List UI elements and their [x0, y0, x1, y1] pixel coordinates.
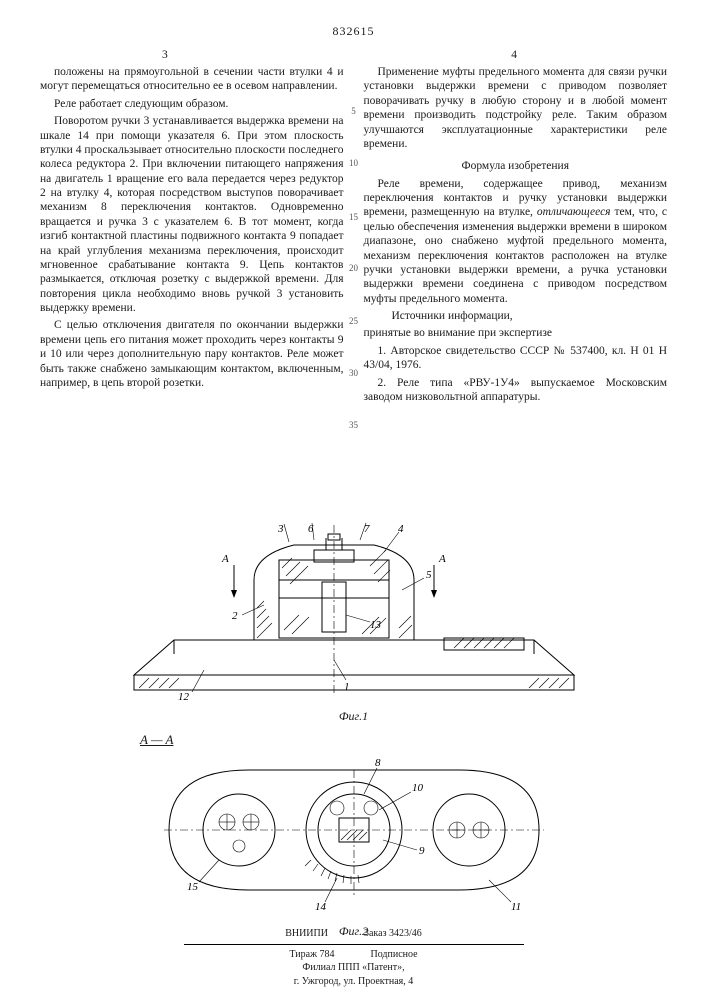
- source-item: 1. Авторское свидетельство СССР № 537400…: [364, 344, 668, 373]
- publisher-filial: Филиал ППП «Патент»,: [0, 961, 707, 975]
- divider: [184, 944, 524, 945]
- callout: 9: [419, 845, 425, 857]
- document-number: 832615: [0, 24, 707, 39]
- figures-block: A A 3 6 7 4 2 5 13 1 12 Фиг.1 A — A: [40, 520, 667, 939]
- sources-heading: Источники информации,: [364, 309, 668, 323]
- paragraph: Применение муфты предельного момента для…: [364, 65, 668, 151]
- page-number-right: 4: [511, 48, 517, 62]
- publisher-address: г. Ужгород, ул. Проектная, 4: [0, 975, 707, 989]
- claim-text: тем, что, с целью обеспечения изменения …: [364, 206, 668, 304]
- source-item: 2. Реле типа «РВУ-1У4» выпускаемое Моско…: [364, 376, 668, 405]
- paragraph: С целью отключения двигателя по окончани…: [40, 318, 344, 390]
- callout: 4: [398, 523, 404, 535]
- figure-2: 8 10 9 11 14 15: [139, 750, 569, 920]
- callout: 10: [412, 782, 424, 794]
- paragraph: Реле работает следующим образом.: [40, 97, 344, 111]
- callout: 13: [370, 619, 382, 631]
- publisher-signed: Подписное: [370, 948, 417, 962]
- callout: 8: [375, 757, 381, 769]
- claim-distinguishing: отличающееся: [537, 206, 611, 218]
- left-column: положены на прямоугольной в сечении част…: [40, 65, 344, 407]
- callout: 15: [187, 881, 199, 893]
- paragraph: положены на прямоугольной в сечении част…: [40, 65, 344, 94]
- section-label: A: [221, 553, 229, 565]
- claim-paragraph: Реле времени, содержащее привод, механиз…: [364, 177, 668, 306]
- paragraph: Поворотом ручки 3 устанавливается выдерж…: [40, 114, 344, 315]
- callout: 14: [315, 901, 327, 913]
- page-number-left: 3: [162, 48, 168, 62]
- line-mark: 35: [349, 420, 358, 431]
- figure-1: A A 3 6 7 4 2 5 13 1 12: [114, 520, 594, 705]
- publisher-tirazh: Тираж 784: [289, 948, 334, 962]
- figure-1-label: Фиг.1: [40, 709, 667, 724]
- publisher-block: ВНИИПИ Заказ 3423/46 Тираж 784 Подписное…: [0, 927, 707, 988]
- formula-heading: Формула изобретения: [364, 159, 668, 173]
- callout: 3: [277, 523, 284, 535]
- text-columns: положены на прямоугольной в сечении част…: [40, 65, 667, 407]
- callout: 6: [308, 523, 314, 535]
- callout: 7: [364, 523, 370, 535]
- callout: 12: [178, 691, 190, 703]
- callout: 11: [511, 901, 521, 913]
- publisher-order: Заказ 3423/46: [364, 927, 422, 941]
- callout: 1: [344, 681, 350, 693]
- publisher-org: ВНИИПИ: [285, 927, 328, 941]
- right-column: Применение муфты предельного момента для…: [364, 65, 668, 407]
- section-heading: A — A: [140, 732, 667, 748]
- callout: 5: [426, 569, 432, 581]
- section-label: A: [438, 553, 446, 565]
- callout: 2: [232, 610, 238, 622]
- sources-heading: принятые во внимание при экспертизе: [364, 326, 668, 340]
